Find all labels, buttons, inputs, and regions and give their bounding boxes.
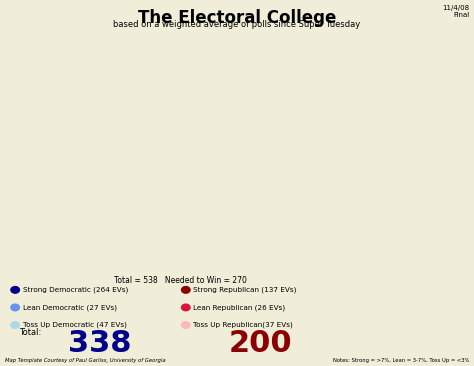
Text: based on a weighted average of polls since Super Tuesday: based on a weighted average of polls sin… xyxy=(113,20,361,30)
Circle shape xyxy=(11,304,19,311)
Text: Lean Republican (26 EVs): Lean Republican (26 EVs) xyxy=(193,304,285,311)
Circle shape xyxy=(11,287,19,293)
Text: Total:: Total: xyxy=(19,328,41,337)
Circle shape xyxy=(11,322,19,328)
Text: Lean Democratic (27 EVs): Lean Democratic (27 EVs) xyxy=(23,304,117,311)
Text: Map Template Courtesy of Paul Garliss, University of Georgia: Map Template Courtesy of Paul Garliss, U… xyxy=(5,358,165,363)
Text: Toss Up Democratic (47 EVs): Toss Up Democratic (47 EVs) xyxy=(23,322,127,328)
Text: Notes: Strong = >7%, Lean = 3-7%, Toss Up = <3%: Notes: Strong = >7%, Lean = 3-7%, Toss U… xyxy=(333,358,469,363)
Text: 11/4/08
Final: 11/4/08 Final xyxy=(442,5,469,19)
Text: 200: 200 xyxy=(229,329,292,358)
Text: The Electoral College: The Electoral College xyxy=(138,9,336,27)
Text: Toss Up Republican(37 EVs): Toss Up Republican(37 EVs) xyxy=(193,322,293,328)
Text: 338: 338 xyxy=(68,329,131,358)
Circle shape xyxy=(182,322,190,328)
Text: Total = 538   Needed to Win = 270: Total = 538 Needed to Win = 270 xyxy=(114,276,246,285)
Text: Strong Democratic (264 EVs): Strong Democratic (264 EVs) xyxy=(23,287,128,293)
Circle shape xyxy=(182,304,190,311)
Text: Strong Republican (137 EVs): Strong Republican (137 EVs) xyxy=(193,287,297,293)
Circle shape xyxy=(182,287,190,293)
